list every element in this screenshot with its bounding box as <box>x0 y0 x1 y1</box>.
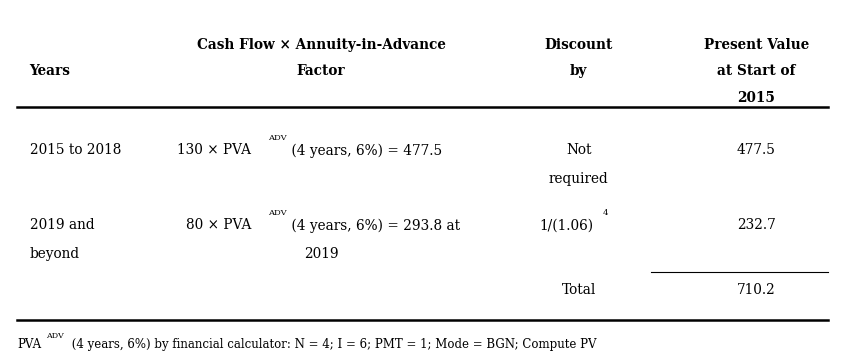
Text: 477.5: 477.5 <box>736 143 775 157</box>
Text: ADV: ADV <box>268 209 286 217</box>
Text: required: required <box>549 172 608 186</box>
Text: Total: Total <box>561 283 595 297</box>
Text: 4: 4 <box>602 209 608 217</box>
Text: Factor: Factor <box>296 64 345 78</box>
Text: ADV: ADV <box>46 332 63 340</box>
Text: Discount: Discount <box>544 38 612 52</box>
Text: 710.2: 710.2 <box>736 283 775 297</box>
Text: 130 × PVA: 130 × PVA <box>177 143 252 157</box>
Text: 2015 to 2018: 2015 to 2018 <box>30 143 121 157</box>
Text: PVA: PVA <box>17 338 41 351</box>
Text: Cash Flow × Annuity-in-Advance: Cash Flow × Annuity-in-Advance <box>197 38 445 52</box>
Text: Years: Years <box>30 64 70 78</box>
Text: 1/(1.06): 1/(1.06) <box>538 218 592 232</box>
Text: Present Value: Present Value <box>703 38 808 52</box>
Text: 80 × PVA: 80 × PVA <box>186 218 251 232</box>
Text: beyond: beyond <box>30 247 79 261</box>
Text: at Start of: at Start of <box>717 64 794 78</box>
Text: 2019: 2019 <box>304 247 338 261</box>
Text: (4 years, 6%) = 293.8 at: (4 years, 6%) = 293.8 at <box>287 218 460 233</box>
Text: (4 years, 6%) = 477.5: (4 years, 6%) = 477.5 <box>287 143 442 158</box>
Text: ADV: ADV <box>268 134 286 142</box>
Text: by: by <box>570 64 587 78</box>
Text: 2015: 2015 <box>737 91 774 105</box>
Text: Not: Not <box>565 143 591 157</box>
Text: (4 years, 6%) by financial calculator: N = 4; I = 6; PMT = 1; Mode = BGN; Comput: (4 years, 6%) by financial calculator: N… <box>68 338 595 351</box>
Text: 2019 and: 2019 and <box>30 218 94 232</box>
Text: 232.7: 232.7 <box>736 218 775 232</box>
